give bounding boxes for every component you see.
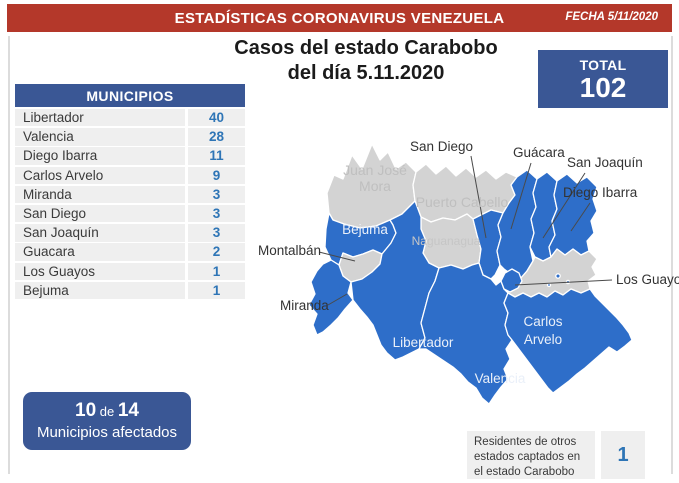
map-callout-los-guayos: Los Guayos xyxy=(616,272,679,287)
row-value: 3 xyxy=(188,224,245,242)
page-title-line1: Casos del estado Carabobo xyxy=(234,37,498,59)
map-label-juan-jose-mora-line1: Juan José xyxy=(343,162,407,178)
header-title: ESTADÍSTICAS CORONAVIRUS VENEZUELA xyxy=(174,9,505,27)
table-row: Valencia 28 xyxy=(15,128,245,146)
map-region-diego-ibarra xyxy=(548,173,598,258)
leader-line-guacara xyxy=(510,162,532,230)
lake-island-icon xyxy=(555,273,561,279)
row-value: 9 xyxy=(188,166,245,184)
leader-line-diego-ibarra xyxy=(570,202,591,232)
row-name: San Joaquín xyxy=(15,224,185,242)
page-title-line2: del día 5.11.2020 xyxy=(287,62,445,84)
affected-count-line: 10 de 14 xyxy=(23,400,191,422)
row-value: 28 xyxy=(188,128,245,146)
slide-edge-right xyxy=(671,36,673,474)
map-region-los-guayos xyxy=(500,268,523,293)
map-label-carlos-arvelo-line2: Arvelo xyxy=(524,332,562,347)
map-region-libertador xyxy=(350,200,440,361)
row-value: 1 xyxy=(188,262,245,280)
residents-value: 1 xyxy=(601,431,645,479)
table-row: Los Guayos 1 xyxy=(15,262,245,280)
table-row: Bejuma 1 xyxy=(15,281,245,300)
map-label-bejuma: Bejuma xyxy=(342,222,388,237)
table-row: San Joaquín 3 xyxy=(15,224,245,242)
map-label-puerto-cabello: Puerto Cabello xyxy=(416,194,509,210)
map-callout-guacara: Guácara xyxy=(513,145,565,160)
row-value: 40 xyxy=(188,109,245,127)
row-name: San Diego xyxy=(15,204,185,223)
affected-connector: de xyxy=(96,404,118,419)
map-label-naguanagua: Naguanagua xyxy=(412,234,481,248)
row-name: Los Guayos xyxy=(15,262,185,280)
map-label-libertador: Libertador xyxy=(393,335,454,350)
row-name: Miranda xyxy=(15,185,185,204)
municipios-table: Libertador 40 Valencia 28 Diego Ibarra 1… xyxy=(15,109,245,301)
table-row: Carlos Arvelo 9 xyxy=(15,166,245,184)
leader-line-san-diego xyxy=(470,155,487,239)
table-row: Libertador 40 xyxy=(15,109,245,127)
header-date: FECHA 5/11/2020 xyxy=(565,11,658,23)
row-value: 11 xyxy=(188,147,245,165)
map-label-valencia: Valencia xyxy=(475,371,526,386)
total-value: 102 xyxy=(579,72,627,103)
row-value: 2 xyxy=(188,243,245,261)
map-label-carlos-arvelo-line1: Carlos xyxy=(523,314,562,329)
map-callout-san-diego: San Diego xyxy=(410,139,473,154)
total-label: TOTAL xyxy=(579,57,627,73)
row-name: Guacara xyxy=(15,243,185,261)
map-region-carlos-arvelo xyxy=(503,288,633,394)
row-name: Diego Ibarra xyxy=(15,147,185,165)
row-name: Valencia xyxy=(15,128,185,146)
row-value: 3 xyxy=(188,204,245,223)
affected-total: 14 xyxy=(117,400,139,421)
affected-count: 10 xyxy=(75,400,97,421)
leader-line-los-guayos xyxy=(514,279,613,286)
table-row: Guacara 2 xyxy=(15,243,245,261)
row-value: 3 xyxy=(188,185,245,204)
leader-line-san-joaquin xyxy=(542,172,586,239)
header-bar: ESTADÍSTICAS CORONAVIRUS VENEZUELA FECHA… xyxy=(7,4,672,32)
total-box: TOTAL 102 xyxy=(538,50,668,108)
map-label-juan-jose-mora-line2: Mora xyxy=(359,178,391,194)
affected-box: 10 de 14 Municipios afectados xyxy=(23,392,191,450)
row-value: 1 xyxy=(188,281,245,300)
row-name: Libertador xyxy=(15,109,185,127)
residents-note: Residentes de otros estados captados en … xyxy=(467,431,595,479)
lake-island-icon xyxy=(546,282,552,288)
map-callout-san-joaquin: San Joaquín xyxy=(567,155,643,170)
carabobo-map: Juan José Mora Puerto Cabello Naguanagua… xyxy=(255,113,679,413)
table-row: San Diego 3 xyxy=(15,204,245,223)
row-name: Carlos Arvelo xyxy=(15,166,185,184)
slide-edge-left xyxy=(8,36,10,474)
page-title: Casos del estado Carabobo del día 5.11.2… xyxy=(230,36,502,86)
affected-caption: Municipios afectados xyxy=(36,424,178,441)
table-row: Miranda 3 xyxy=(15,185,245,204)
map-callout-montalban: Montalbán xyxy=(258,243,321,258)
carabobo-map-svg: Juan José Mora Puerto Cabello Naguanagua… xyxy=(258,139,679,405)
municipios-table-header: MUNICIPIOS xyxy=(15,84,245,107)
leader-line-montalban xyxy=(318,251,356,262)
leader-line-miranda xyxy=(327,293,348,306)
map-callout-miranda: Miranda xyxy=(280,298,329,313)
table-row: Diego Ibarra 11 xyxy=(15,147,245,165)
row-name: Bejuma xyxy=(15,281,185,300)
map-callout-diego-ibarra: Diego Ibarra xyxy=(563,185,638,200)
